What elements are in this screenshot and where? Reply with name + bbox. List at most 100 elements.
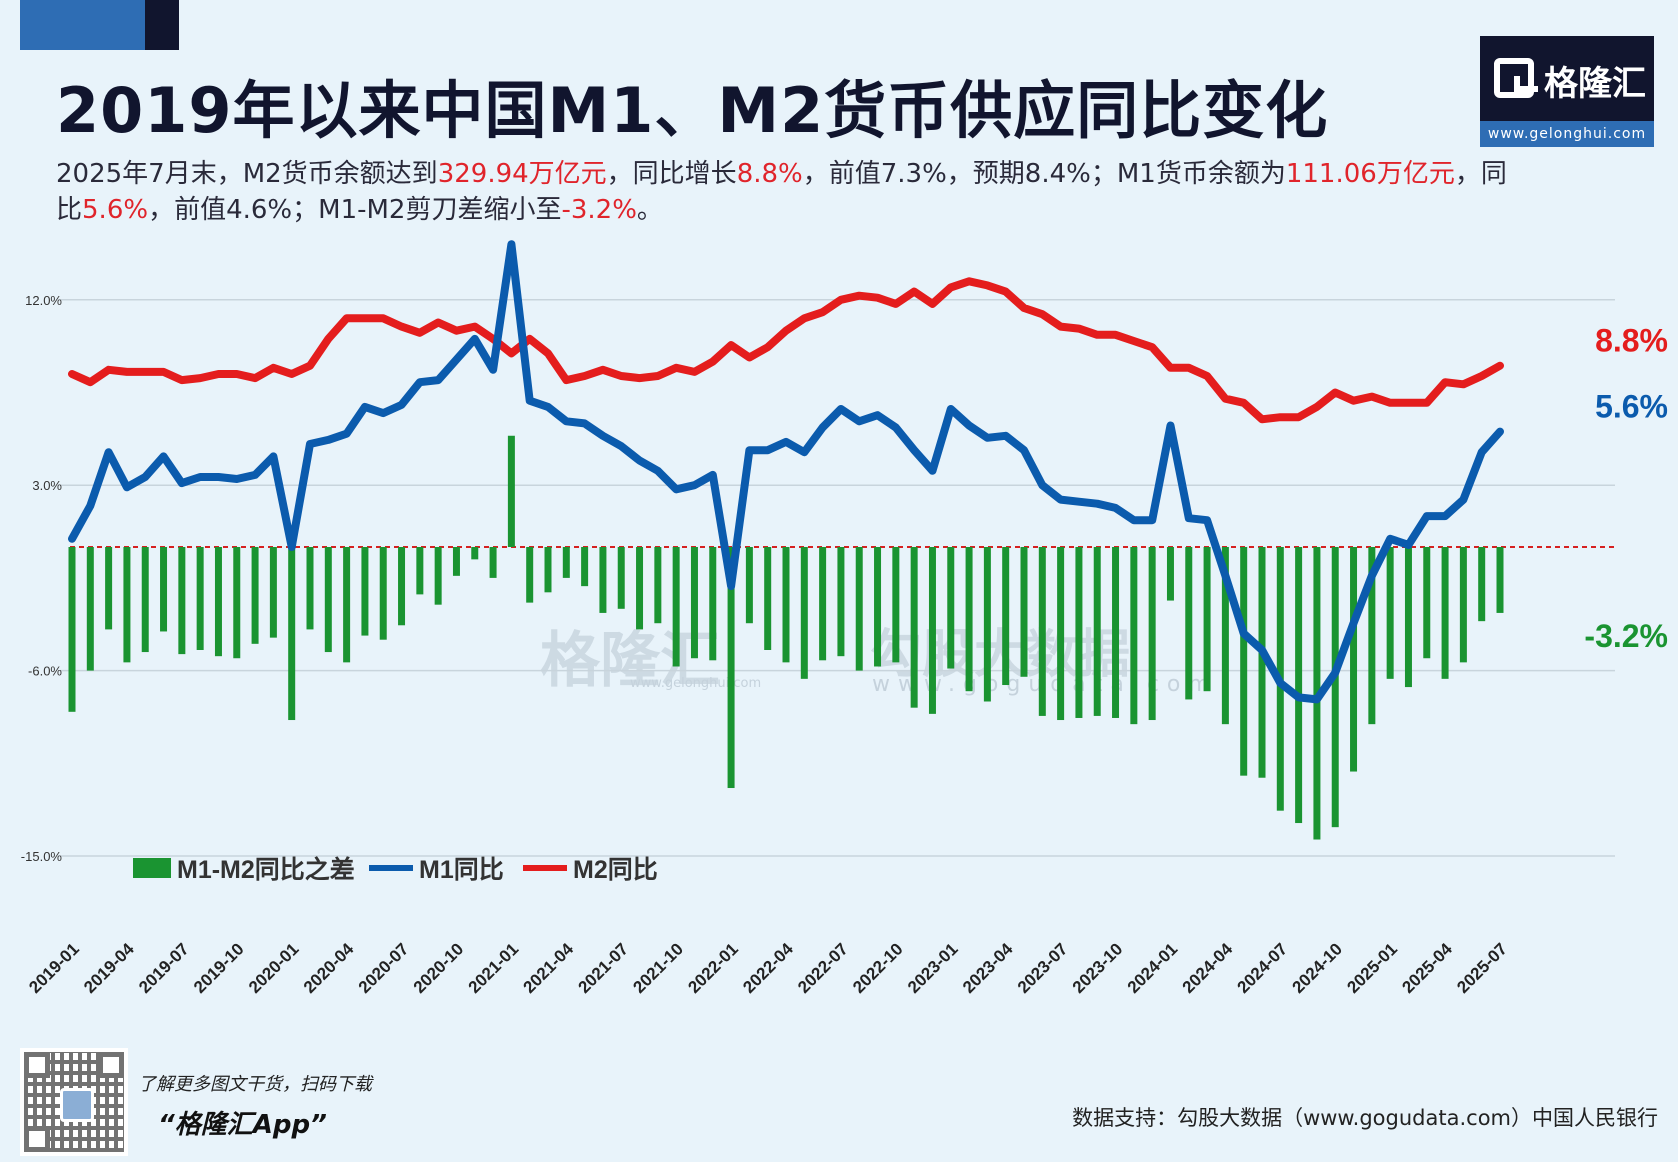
diff-bar [1404,547,1412,688]
qr-code[interactable] [20,1048,128,1156]
diff-bar [1441,547,1449,679]
footer-app-name: “格隆汇App” [158,1110,327,1140]
x-tick-label: 2020-04 [300,939,358,997]
top-accent-block [145,0,179,50]
x-tick-label: 2020-10 [410,939,468,997]
x-tick-label: 2024-04 [1179,939,1237,997]
diff-bar [68,547,76,712]
m1-end-label: 5.6% [1595,389,1668,425]
diff-bar [434,547,442,605]
x-tick-label: 2022-04 [739,939,797,997]
diff-bar [86,547,94,671]
subtitle-text: ，前值4.6%；M1-M2剪刀差缩小至 [148,195,562,225]
subtitle-text: ，同比增长 [606,159,737,189]
subtitle-highlight: 111.06万亿元 [1285,159,1455,189]
m2-line [68,277,1504,424]
x-tick-label: 2024-07 [1234,939,1292,997]
diff-bar [288,547,296,721]
diff-bar [306,547,314,630]
diff-bar [1166,547,1174,601]
diff-bar [214,547,222,657]
x-tick-label: 2022-01 [684,939,742,997]
diff-bar [1496,547,1504,613]
diff-bar [928,547,936,714]
y-tick-label: -6.0% [28,664,62,679]
y-tick-label: -15.0% [21,849,63,864]
subtitle-text: ，前值7.3%，预期8.4%；M1货币余额为 [802,159,1286,189]
legend-swatch-diff [133,858,171,878]
x-tick-label: 2020-01 [245,939,303,997]
diff-bar [1240,547,1248,776]
subtitle: 2025年7月末，M2货币余额达到329.94万亿元，同比增长8.8%，前值7.… [56,156,1516,228]
diff-bar [562,547,570,578]
diff-bar [1295,547,1303,824]
logo-url: www.gelonghui.com [1480,121,1654,147]
brand-logo: 格隆汇 www.gelonghui.com [1480,36,1654,147]
subtitle-highlight: -3.2% [561,195,637,225]
diff-bar [1459,547,1467,663]
diff-bar [1350,547,1358,772]
diff-bar [196,547,204,650]
x-tick-label: 2019-01 [25,939,83,997]
diff-bar [361,547,369,636]
diff-bar [1386,547,1394,679]
diff-bar [910,547,918,708]
diff-bar [507,435,515,547]
top-accent-bar [20,0,145,50]
legend-label: M2同比 [573,856,658,884]
diff-bar [1258,547,1266,778]
x-tick-label: 2023-01 [904,939,962,997]
x-tick-label: 2021-04 [520,939,578,997]
x-tick-label: 2019-07 [135,939,193,997]
diff-bar [544,547,552,593]
x-tick-label: 2023-04 [959,939,1017,997]
diff-bar [947,547,955,669]
diff-bar [690,547,698,659]
x-tick-label: 2021-10 [629,939,687,997]
diff-bar [1478,547,1486,622]
diff-bar [709,547,717,661]
diff-bar [324,547,332,653]
subtitle-highlight: 8.8% [736,159,803,189]
legend-label: M1-M2同比之差 [177,855,355,884]
diff-bar [892,547,900,663]
diff-bar [123,547,131,663]
x-tick-label: 2021-01 [465,939,523,997]
diff-bar [1203,547,1211,692]
diff-bar [343,547,351,663]
legend-label: M1同比 [419,856,504,884]
y-tick-label: 12.0% [25,293,62,308]
x-tick-label: 2025-07 [1453,939,1511,997]
diff-bar [398,547,406,626]
x-tick-label: 2020-07 [355,939,413,997]
x-tick-label: 2025-04 [1398,939,1456,997]
footer-promo-text: 了解更多图文干货，扫码下载 [138,1074,372,1095]
diff-bar [1075,547,1083,718]
diff-bar [617,547,625,609]
x-tick-label: 2022-07 [794,939,852,997]
watermark-gelonghui: 格隆汇 [540,626,720,696]
diff-bar [160,547,168,632]
x-tick-label: 2024-10 [1289,939,1347,997]
diff-bar [489,547,497,578]
logo-brand-text: 格隆汇 [1544,64,1646,104]
diff-bar [452,547,460,576]
page-title: 2019年以来中国M1、M2货币供应同比变化 [56,74,1329,147]
diff-bar [855,547,863,671]
diff-bar [379,547,387,640]
diff-bar [178,547,186,655]
diff-bar [105,547,113,630]
diff-bar [874,547,882,667]
diff-bar [1002,547,1010,686]
x-tick-label: 2019-04 [80,939,138,997]
diff-bar [1368,547,1376,725]
diff-bar [251,547,259,644]
diff-bar [1112,547,1120,718]
diff-bar [1221,547,1229,725]
x-tick-label: 2023-07 [1014,939,1072,997]
diff-bar [1148,547,1156,721]
data-source: 数据支持：勾股大数据（www.gogudata.com）中国人民银行 [1072,1106,1658,1130]
diff-bar [764,547,772,650]
x-tick-label: 2025-01 [1343,939,1401,997]
diff-bar [636,547,644,630]
